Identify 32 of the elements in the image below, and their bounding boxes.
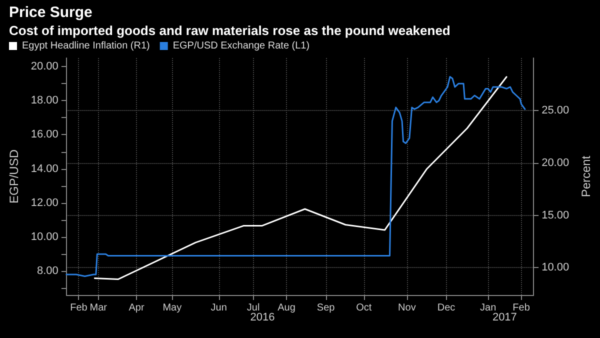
x-tick-label: Feb (70, 302, 88, 314)
x-tick-label: Apr (128, 302, 145, 314)
y2-tick-label: 10.00 (542, 262, 570, 274)
y-tick-label: 14.00 (30, 162, 58, 175)
y-tick-label: 10.00 (30, 231, 58, 244)
y-tick-label: 18.00 (30, 94, 58, 107)
y2-tick-label: 20.00 (542, 156, 570, 169)
legend-label: EGP/USD Exchange Rate (L1) (172, 40, 310, 52)
y2-axis-title: Percent (579, 155, 593, 198)
y2-tick-label: 25.00 (542, 104, 570, 116)
x-tick-label: Aug (278, 302, 296, 314)
legend-label: Egypt Headline Inflation (R1) (22, 40, 150, 52)
x-tick-label: Jan (480, 302, 496, 314)
x-tick-label: Mar (90, 302, 108, 314)
x-tick-label: Sep (316, 302, 336, 314)
y-tick-label: 12.00 (30, 196, 58, 209)
y2-tick-label: 15.00 (542, 209, 570, 222)
y-axis-title: EGP/USD (7, 149, 21, 204)
y-tick-label: 8.00 (37, 265, 58, 278)
chart-title: Price Surge (9, 4, 92, 21)
x-tick-label: Oct (356, 302, 372, 314)
x-tick-label: Dec (437, 302, 456, 314)
y-tick-label: 16.00 (30, 128, 58, 141)
y-tick-label: 20.00 (30, 60, 58, 73)
x-tick-label: Jun (210, 302, 227, 314)
text: 2016 (250, 312, 275, 324)
x-tick-label: Feb (512, 302, 530, 314)
chart-subtitle: Cost of imported goods and raw materials rose as the pound weakened (9, 23, 450, 38)
text: 2017 (492, 312, 517, 324)
x-tick-label: Nov (398, 302, 416, 314)
x-tick-label: May (162, 302, 182, 314)
x-tick-label: Jul (246, 302, 260, 314)
